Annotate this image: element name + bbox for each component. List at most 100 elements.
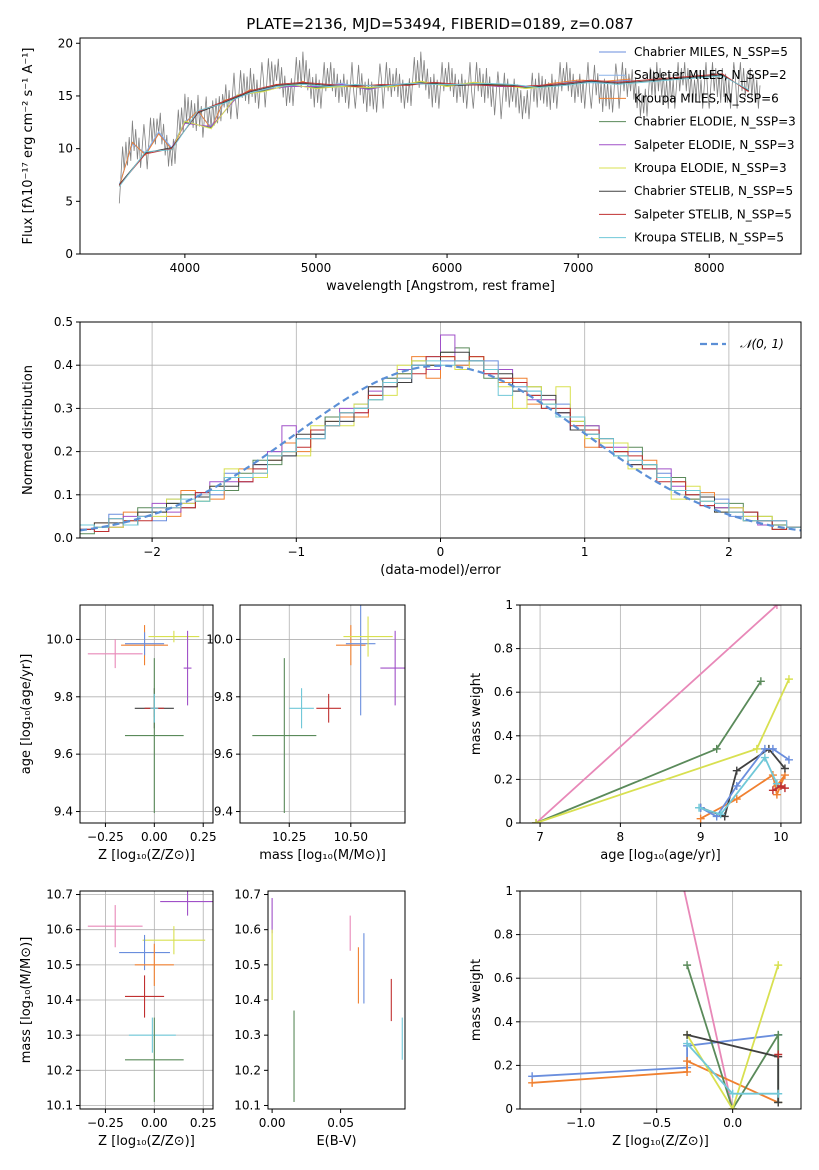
error-cross-point bbox=[142, 926, 206, 955]
weight-marker bbox=[756, 677, 765, 686]
y-tick-label: 5 bbox=[65, 194, 73, 208]
x-axis-label: Z [log₁₀(Z/Z⊙)] bbox=[612, 1134, 709, 1149]
error-cross-point bbox=[345, 605, 376, 716]
y-axis-label: Flux [fλ10⁻¹⁷ erg cm⁻² s⁻¹ A⁻¹] bbox=[21, 48, 36, 245]
x-axis-label: Z [log₁₀(Z/Z⊙)] bbox=[98, 1134, 195, 1149]
weight-marker bbox=[752, 744, 761, 753]
weight-marker bbox=[760, 753, 769, 762]
y-tick-label: 0 bbox=[505, 816, 513, 830]
weight-marker bbox=[683, 1057, 692, 1066]
plot-area bbox=[87, 625, 200, 813]
weight-marker bbox=[683, 961, 692, 970]
panel-age_vs_Z: −0.25 0.00 0.25 9.4 9.6 9.8 10.0 Z [log₁₀(Z/Z⊙)… bbox=[19, 604, 217, 863]
x-tick-label: 0.25 bbox=[190, 1116, 217, 1130]
weight-marker bbox=[683, 1030, 692, 1039]
x-tick-label: 10.50 bbox=[334, 830, 368, 844]
weight-marker bbox=[716, 810, 725, 819]
y-tick-label: 9.8 bbox=[54, 690, 73, 704]
x-tick-label: 7000 bbox=[563, 261, 594, 275]
y-tick-label: 9.6 bbox=[214, 747, 233, 761]
x-tick-label: 6000 bbox=[432, 261, 463, 275]
weight-line bbox=[532, 1034, 779, 1078]
y-tick-label: 0.6 bbox=[494, 685, 513, 699]
y-tick-label: 10.2 bbox=[46, 1063, 73, 1077]
weight-marker bbox=[774, 961, 783, 970]
weight-marker bbox=[768, 744, 777, 753]
y-tick-label: 1 bbox=[505, 598, 513, 612]
weight-marker bbox=[695, 803, 704, 812]
axes-frame bbox=[239, 604, 406, 824]
y-tick-label: 0.5 bbox=[54, 315, 73, 329]
error-cross-point bbox=[252, 658, 317, 813]
error-cross-point bbox=[119, 934, 170, 971]
axes-frame bbox=[79, 37, 802, 255]
weight-marker bbox=[768, 786, 777, 795]
y-tick-label: 10.1 bbox=[234, 1098, 261, 1112]
x-tick-label: 2 bbox=[725, 545, 733, 559]
x-tick-label: 1 bbox=[581, 545, 589, 559]
x-tick-label: 0.00 bbox=[141, 830, 168, 844]
y-axis-label: mass weight bbox=[469, 959, 484, 1041]
x-tick-label: −1 bbox=[287, 545, 305, 559]
weight-marker bbox=[784, 755, 793, 764]
y-tick-label: 0.4 bbox=[494, 1015, 513, 1029]
x-tick-label: −0.5 bbox=[642, 1116, 671, 1130]
x-tick-label: 0.05 bbox=[327, 1116, 354, 1130]
panel-spectrum: Chabrier MILES, N_SSP=5 Salpeter MILES, N… bbox=[21, 36, 802, 294]
x-tick-label: −0.25 bbox=[87, 830, 124, 844]
weight-marker bbox=[760, 744, 769, 753]
legend-label: Kroupa MILES, N_SSP=6 bbox=[634, 91, 779, 105]
panel-age_vs_mass: 10.25 10.50 9.4 9.6 9.8 10.0 mass [log₁₀(M/M⊙)… bbox=[206, 604, 406, 863]
gaussian-reference-curve bbox=[80, 364, 801, 532]
panel-mass_vs_Z: −0.25 0.00 0.25 10.1 10.2 10.3 10.4 10.5 10.6 10.… bbox=[19, 888, 217, 1149]
x-tick-label: 7 bbox=[536, 830, 544, 844]
legend-label: Salpeter ELODIE, N_SSP=3 bbox=[634, 138, 795, 152]
weight-marker bbox=[780, 784, 789, 793]
plot-area bbox=[528, 865, 783, 1109]
weight-line bbox=[535, 678, 790, 823]
error-cross-point bbox=[380, 630, 405, 706]
spectrum-model-line bbox=[118, 73, 749, 186]
weight-marker bbox=[732, 766, 741, 775]
legend-label: Kroupa STELIB, N_SSP=5 bbox=[634, 231, 784, 245]
weight-marker bbox=[528, 1078, 537, 1087]
spectrum-data-line bbox=[118, 51, 761, 204]
weight-marker bbox=[675, 865, 683, 873]
x-tick-label: 9 bbox=[697, 830, 705, 844]
legend-label: Chabrier STELIB, N_SSP=5 bbox=[634, 184, 793, 198]
y-tick-label: 0.0 bbox=[54, 531, 73, 545]
y-tick-label: 0 bbox=[65, 247, 73, 261]
y-axis-label: mass [log₁₀(M/M⊙)] bbox=[19, 937, 34, 1064]
error-cross-point bbox=[124, 658, 184, 813]
y-axis-label: mass weight bbox=[469, 673, 484, 755]
y-tick-label: 10.1 bbox=[46, 1098, 73, 1112]
x-tick-label: 8000 bbox=[694, 261, 725, 275]
y-axis-label: age [log₁₀(age/yr)] bbox=[19, 654, 34, 775]
y-tick-label: 0.2 bbox=[494, 1058, 513, 1072]
x-axis-label: (data-model)/error bbox=[380, 563, 501, 578]
figure-title: PLATE=2136, MJD=53494, FIBERID=0189, z=0… bbox=[246, 15, 633, 33]
axes-frame bbox=[267, 890, 406, 1110]
x-tick-label: 0.00 bbox=[259, 1116, 286, 1130]
y-tick-label: 0.6 bbox=[494, 971, 513, 985]
y-tick-label: 0.8 bbox=[494, 642, 513, 656]
y-tick-label: 15 bbox=[58, 89, 73, 103]
x-tick-label: 10.25 bbox=[272, 830, 306, 844]
plot-area bbox=[87, 891, 213, 1102]
y-tick-label: 0.3 bbox=[54, 401, 73, 415]
legend-label: Chabrier ELODIE, N_SSP=3 bbox=[634, 115, 796, 129]
x-tick-label: 0 bbox=[437, 545, 445, 559]
y-tick-label: 0.8 bbox=[494, 928, 513, 942]
weight-marker bbox=[780, 764, 789, 773]
axes-frame bbox=[79, 604, 214, 824]
error-cross-point bbox=[124, 632, 165, 656]
y-tick-label: 10.5 bbox=[234, 958, 261, 972]
weight-marker bbox=[720, 812, 729, 821]
y-tick-label: 1 bbox=[505, 884, 513, 898]
plot-area bbox=[271, 898, 403, 1102]
x-tick-label: 5000 bbox=[301, 261, 332, 275]
error-cross-point bbox=[289, 688, 314, 729]
y-tick-label: 0 bbox=[505, 1102, 513, 1116]
y-tick-label: 0.4 bbox=[494, 729, 513, 743]
